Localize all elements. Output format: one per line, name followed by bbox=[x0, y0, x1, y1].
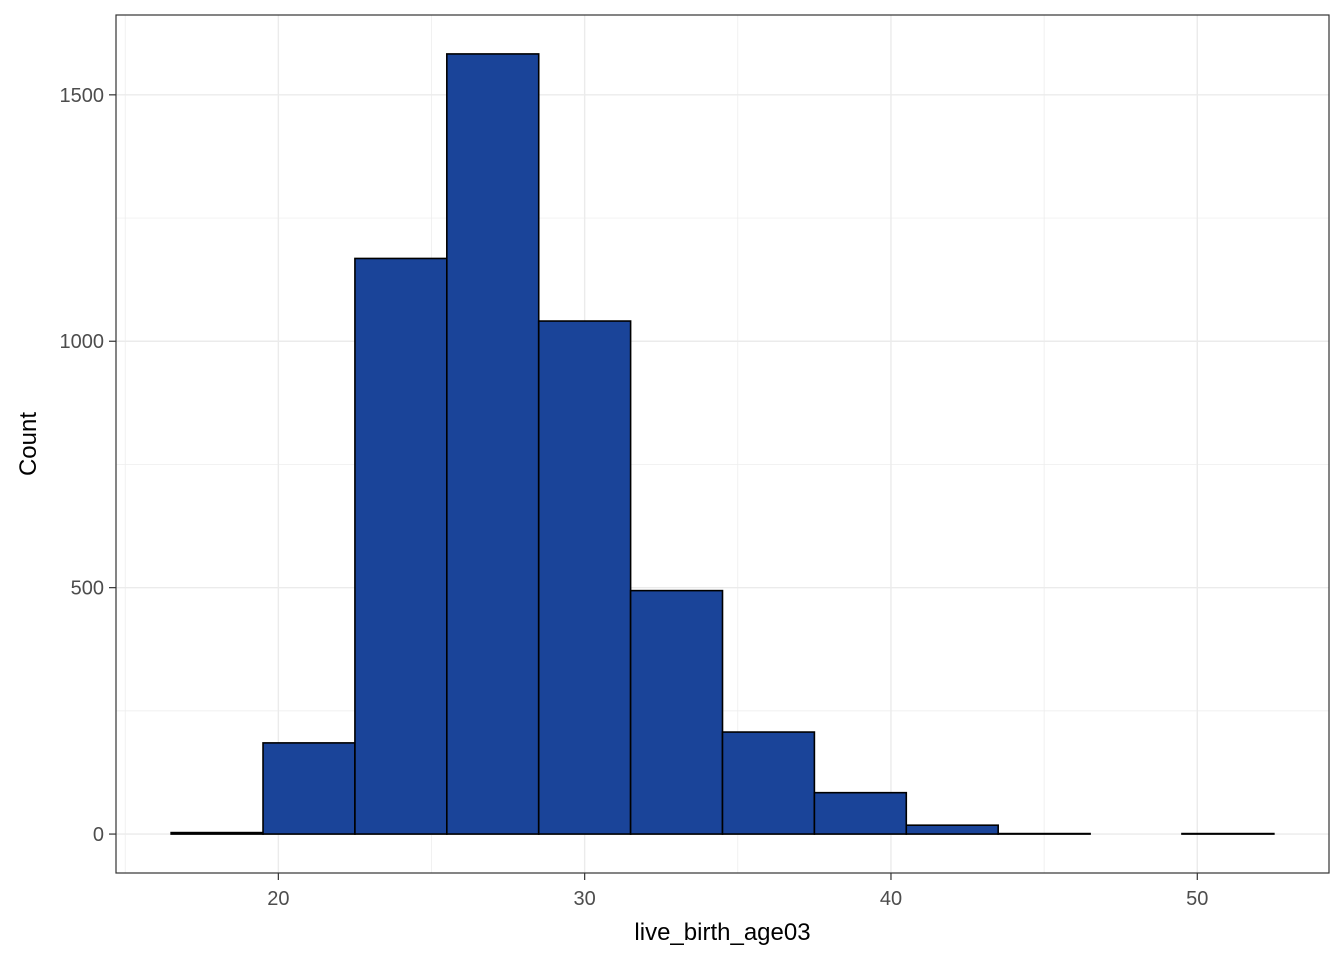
histogram-bar bbox=[170, 831, 264, 835]
y-tick-label: 500 bbox=[71, 578, 104, 600]
panel-border bbox=[115, 14, 1330, 874]
y-axis-title: Count bbox=[15, 412, 42, 476]
histogram-bar bbox=[905, 824, 999, 835]
x-tick-label: 40 bbox=[880, 888, 902, 910]
histogram-bar bbox=[813, 791, 908, 835]
y-tick-label: 0 bbox=[93, 824, 104, 846]
x-tick-label: 30 bbox=[574, 888, 596, 910]
histogram-bars bbox=[170, 53, 1275, 835]
y-tick-label: 1000 bbox=[60, 331, 105, 353]
x-tick-label: 20 bbox=[267, 888, 289, 910]
x-axis-title: live_birth_age03 bbox=[634, 919, 810, 946]
histogram-bar bbox=[354, 257, 448, 835]
major-gridlines bbox=[116, 15, 1329, 873]
histogram-bar bbox=[629, 589, 724, 835]
y-tick-label: 1500 bbox=[60, 85, 105, 107]
y-axis-ticks: 0 500 1000 1500 bbox=[60, 85, 116, 846]
histogram-bar bbox=[537, 320, 632, 835]
x-axis-ticks: 20 30 40 50 bbox=[267, 873, 1208, 910]
x-tick-label: 50 bbox=[1186, 888, 1208, 910]
histogram-bar bbox=[721, 731, 816, 835]
histogram-bar bbox=[262, 742, 356, 835]
histogram-bar bbox=[446, 53, 540, 835]
